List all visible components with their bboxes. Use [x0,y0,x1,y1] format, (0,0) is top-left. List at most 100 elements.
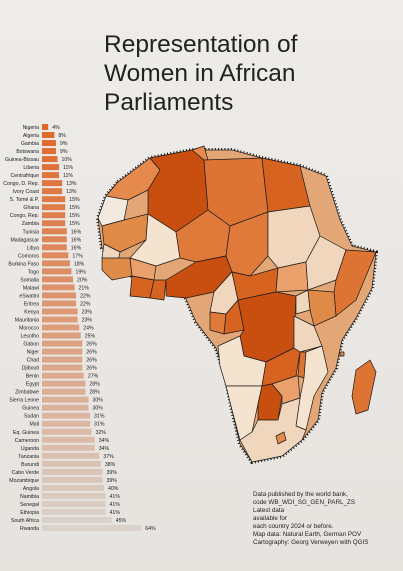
bar-category-label: Lesotho [21,334,40,340]
note-line: code WB_WDI_SG_GEN_PARL_ZS [253,499,356,506]
bar [42,188,63,195]
bar-value-label: 13% [66,181,77,187]
bar-category-label: Cameroon [15,438,39,444]
bar-category-label: Mozambique [9,478,39,484]
bar-category-label: Rwanda [20,526,39,532]
data-source-note: Data published by the world bank, code W… [253,491,403,547]
note-line: available for [253,515,287,522]
bar [42,396,89,403]
bar-category-label: Burkina Faso [8,261,39,267]
bar [42,476,103,483]
bar-category-label: Tanzania [18,454,39,460]
bar [42,292,77,299]
bar-category-label: Sierra Leone [9,398,39,404]
map-region-tanzania [293,315,323,353]
bar-value-label: 31% [94,414,105,420]
bar [42,428,92,435]
note-line: Cartography: Georg Verweyen with QGIS [253,539,369,546]
bar [42,452,100,459]
bar-value-label: 26% [86,342,97,348]
bar-value-label: 20% [77,277,88,283]
bar-value-label: 41% [110,510,121,516]
bar-value-label: 30% [93,406,104,412]
bar [42,404,89,411]
bar-value-label: 22% [80,301,91,307]
bar-value-label: 23% [82,309,93,315]
bar-value-label: 16% [71,245,82,251]
map-region-kenya [307,289,337,327]
bar-value-label: 15% [69,221,80,227]
bar-category-label: Centrafrique [10,173,39,179]
bar [42,388,86,395]
bar-category-label: Egypt [26,382,40,388]
bar-value-label: 11% [63,173,73,179]
bar-value-label: 64% [145,526,156,532]
bar-category-label: Gabon [23,342,39,348]
bar [42,492,106,499]
bar-value-label: 26% [86,358,97,364]
bar-value-label: 8% [58,133,66,139]
bar-value-label: 41% [110,494,121,500]
bar [42,500,106,507]
bar [42,244,67,251]
bar-value-label: 32% [96,430,107,436]
bar-category-label: eSwatini [19,293,39,299]
bar-category-label: S. Tomé & P. [9,197,39,203]
bar-category-label: Ivory Coast [13,189,40,195]
bar-value-label: 28% [89,390,100,396]
bar [42,364,83,371]
bar [42,516,112,523]
bar [42,420,91,427]
bar [42,340,83,347]
bar [42,124,49,130]
bar-value-label: 31% [94,422,105,428]
bar [42,412,91,419]
note-line: Latest data [253,507,285,514]
bar-category-label: Gambia [21,141,39,147]
bar-category-label: Tunisia [22,229,39,235]
bar-value-label: 4% [52,125,60,131]
bar-category-label: Benin [26,374,39,380]
bar-value-label: 16% [71,229,82,235]
bar-category-label: Eritrea [24,301,39,307]
bar-value-label: 41% [110,502,121,508]
bar-category-label: Liberia [23,165,39,171]
bar [42,252,69,259]
bar [42,260,70,267]
bar-category-label: Congo, D. Rep. [3,181,39,187]
bar-value-label: 26% [86,350,97,356]
bar-value-label: 16% [71,237,82,243]
bar-value-label: 34% [99,438,110,444]
bar-value-label: 10% [62,157,73,163]
bar-category-label: Kenya [24,309,39,315]
bar [42,172,60,179]
bar [42,180,63,187]
bar-category-label: Algeria [23,133,39,139]
bar-value-label: 39% [106,478,117,484]
map-region-comoros [339,351,345,357]
bar-value-label: 30% [93,398,104,404]
bar-category-label: Comoros [18,253,39,259]
bar [42,508,106,515]
map-region-gabon [209,311,227,335]
map-region-guinea [101,257,133,281]
bar [42,300,77,307]
bar-value-label: 27% [88,374,99,380]
bar-category-label: Burundi [21,462,39,468]
bar-value-label: 26% [86,366,97,372]
bar-category-label: Niger [27,350,40,356]
bar-value-label: 38% [105,462,116,468]
bar [42,525,142,531]
bar-category-label: Ghana [23,205,39,211]
bar [42,468,103,475]
bar-value-label: 25% [85,334,96,340]
bar-category-label: Eq. Guinea [13,430,39,436]
chart-title: Representation of Women in African Parli… [104,31,298,116]
bar-category-label: Namibia [20,494,39,500]
bar-category-label: Nigeria [23,125,40,131]
bar [42,236,67,243]
bar-category-label: Sudan [24,414,39,420]
note-line: Data published by the world bank, [253,491,348,498]
bar [42,156,58,163]
bar [42,204,66,211]
